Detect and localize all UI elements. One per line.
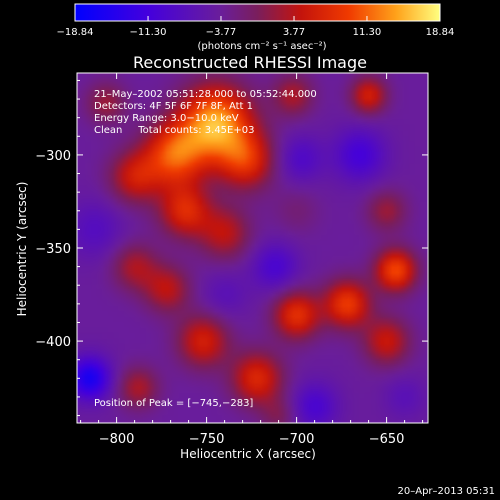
colorbar-tick-label: 11.30 [353, 27, 382, 38]
annotation-peak-position: Position of Peak = [−745,−283] [94, 398, 253, 409]
colorbar-tick-label: −18.84 [56, 27, 93, 38]
annotation-energy: Energy Range: 3.0−10.0 keV [94, 113, 239, 124]
plot-area: −800 −750 −700 −650 −300 −350 −400 [35, 72, 429, 447]
x-axis-label: Heliocentric X (arcsec) [180, 447, 316, 461]
annotation-method: Clean Total counts: 3.45E+03 [94, 125, 254, 136]
footer-timestamp: 20–Apr–2013 05:31 [398, 486, 495, 497]
y-axis-ticks: −300 −350 −400 [35, 79, 428, 417]
x-axis-ticks: −800 −750 −700 −650 [80, 73, 424, 447]
colorbar-ticks: −18.84 −11.30 −3.77 3.77 11.30 18.84 [56, 16, 454, 38]
chart-title: Reconstructed RHESSI Image [133, 53, 367, 72]
x-axis-tick-label: −700 [279, 432, 315, 447]
colorbar: −18.84 −11.30 −3.77 3.77 11.30 18.84 (photons… [56, 3, 454, 52]
y-axis-tick-label: −350 [35, 242, 71, 257]
x-axis-tick-label: −650 [369, 432, 405, 447]
colorbar-swatch [74, 3, 441, 22]
colorbar-units-label: (photons cm⁻² s⁻¹ asec⁻²) [197, 41, 326, 52]
y-axis-tick-label: −400 [35, 335, 71, 350]
colorbar-tick-label: 3.77 [283, 27, 305, 38]
annotation-block: 21–May–2002 05:51:28.000 to 05:52:44.000… [94, 89, 317, 409]
colorbar-tick-label: −11.30 [130, 27, 167, 38]
heatmap-image [77, 73, 428, 423]
y-axis-tick-label: −300 [35, 149, 71, 164]
x-axis-tick-label: −800 [99, 432, 135, 447]
annotation-detectors: Detectors: 4F 5F 6F 7F 8F, Att 1 [94, 101, 253, 112]
y-axis-label: Heliocentric Y (arcsec) [15, 182, 29, 317]
annotation-time-range: 21–May–2002 05:51:28.000 to 05:52:44.000 [94, 89, 317, 100]
colorbar-tick-label: −3.77 [206, 27, 237, 38]
colorbar-tick-label: 18.84 [426, 27, 455, 38]
x-axis-tick-label: −750 [189, 432, 225, 447]
